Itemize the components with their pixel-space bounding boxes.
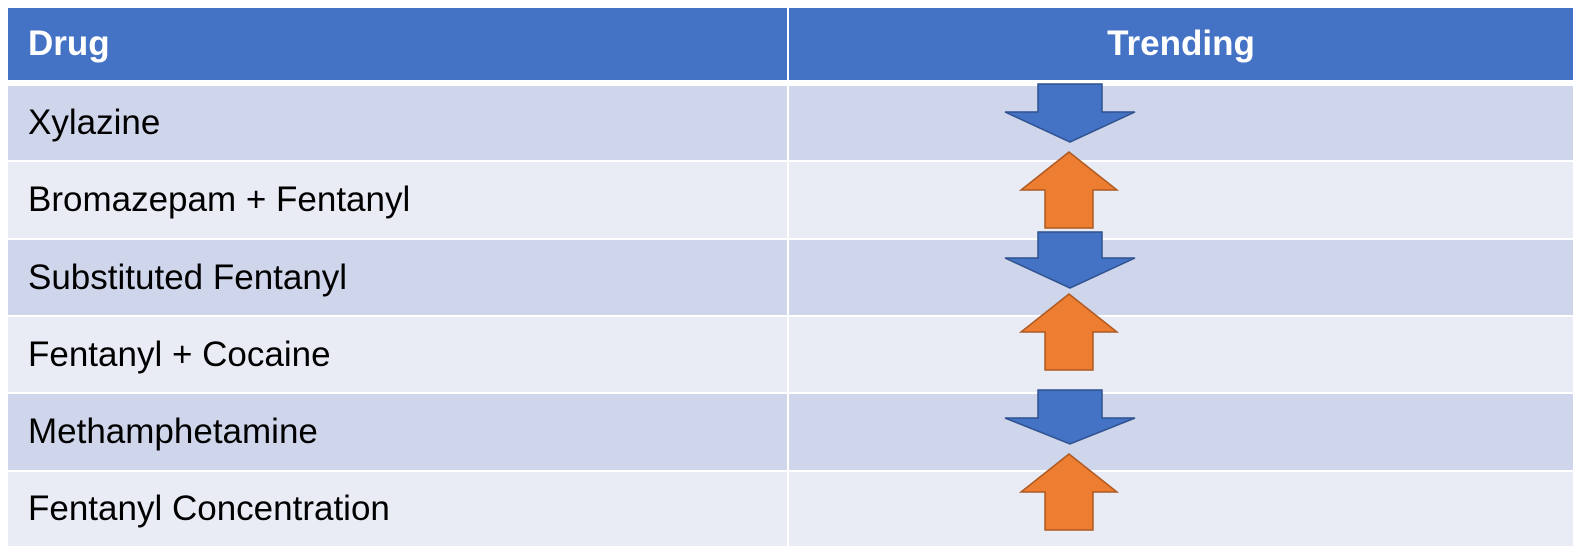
table-cell-empty: [789, 240, 1573, 315]
table-cell: Substituted Fentanyl: [8, 240, 787, 315]
down-arrow: [1004, 231, 1136, 289]
up-arrow: [1018, 293, 1120, 371]
up-arrow: [1018, 151, 1120, 229]
table-cell-empty: [789, 86, 1573, 160]
table-cell-empty: [789, 472, 1573, 546]
table-cell-empty: [789, 162, 1573, 238]
table-cell: Fentanyl + Cocaine: [8, 317, 787, 392]
table-cell: Fentanyl Concentration: [8, 472, 787, 546]
table-cell: Trending: [789, 8, 1573, 80]
down-arrow: [1004, 83, 1136, 143]
table-cell: Drug: [8, 8, 787, 80]
table-cell-empty: [789, 394, 1573, 470]
up-arrow: [1018, 453, 1120, 531]
table-cell: Xylazine: [8, 86, 787, 160]
down-arrow: [1004, 389, 1136, 445]
table-cell: Methamphetamine: [8, 394, 787, 470]
table-cell-empty: [789, 317, 1573, 392]
table-cell: Bromazepam + Fentanyl: [8, 162, 787, 238]
